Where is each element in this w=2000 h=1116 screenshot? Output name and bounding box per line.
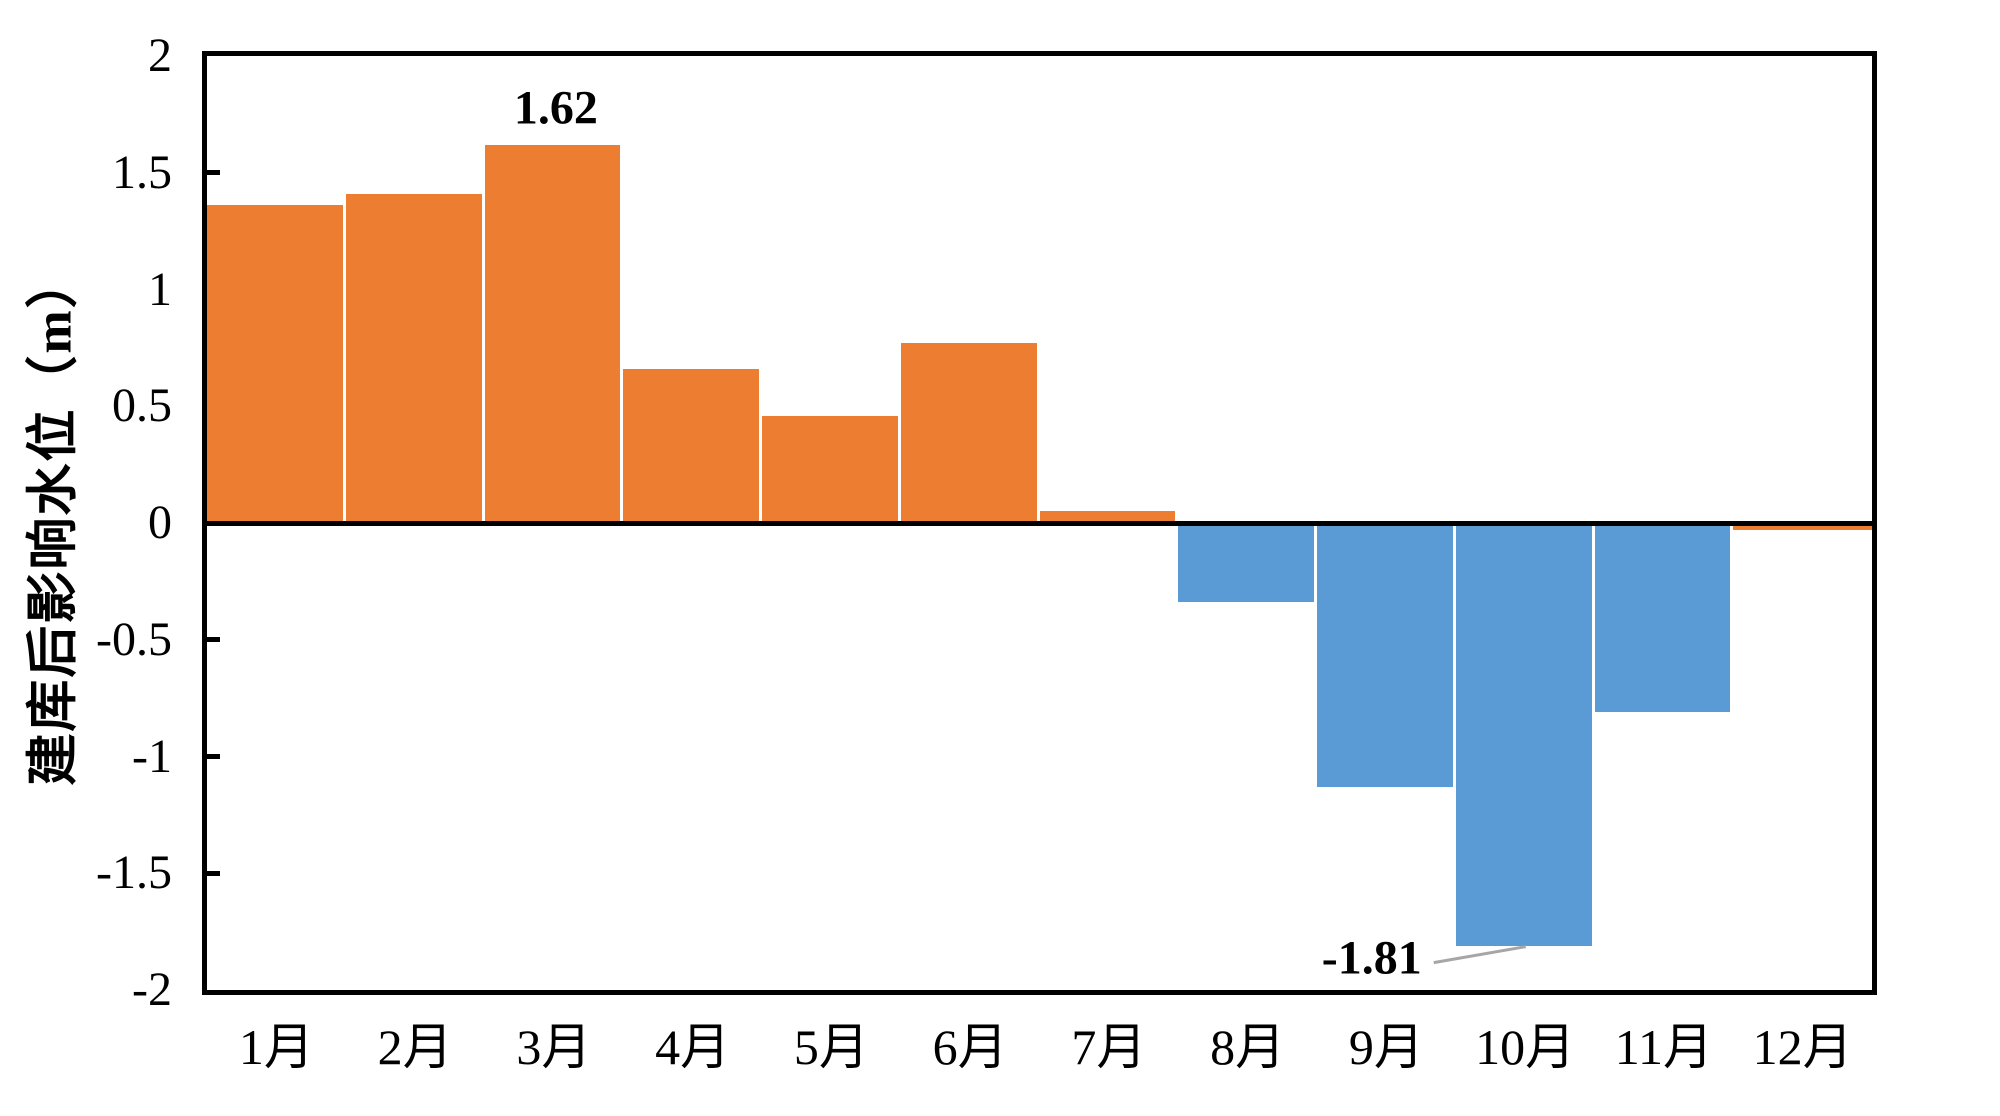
data-label-3月: 1.62 [513, 81, 598, 135]
bar-8月 [1178, 523, 1314, 603]
data-label-10月: -1.81 [1321, 931, 1422, 985]
bar-2月 [345, 193, 482, 523]
bar-7月 [1039, 511, 1176, 523]
bar-1月 [207, 205, 343, 523]
zero-axis-line [207, 521, 1872, 526]
y-tick-label: 1 [148, 262, 172, 316]
bar-12月 [1733, 523, 1872, 530]
x-label-6月: 6月 [932, 1019, 1008, 1075]
x-label-7月: 7月 [1071, 1019, 1147, 1075]
x-label-12月: 12月 [1752, 1019, 1853, 1075]
plot-area-border [202, 51, 1877, 995]
x-label-8月: 8月 [1210, 1019, 1286, 1075]
y-tick-label: 0 [148, 496, 172, 549]
bar-9月 [1317, 523, 1453, 787]
bar-3月 [484, 144, 621, 523]
bar-4月 [623, 368, 759, 523]
y-tick-label: -2 [132, 963, 172, 1016]
y-tick-label: 1.5 [112, 145, 172, 199]
bar-11月 [1594, 523, 1731, 713]
y-tick-label: -1 [132, 729, 172, 783]
y-tick-mark [207, 170, 220, 176]
x-label-9月: 9月 [1348, 1019, 1424, 1075]
y-tick-label: -1.5 [96, 846, 172, 900]
y-tick-label: 0.5 [112, 379, 172, 433]
x-label-10月: 10月 [1475, 1019, 1576, 1075]
x-label-3月: 3月 [516, 1019, 592, 1075]
y-tick-label: 2 [148, 29, 172, 82]
x-label-1月: 1月 [238, 1019, 314, 1075]
y-tick-mark [207, 637, 220, 643]
y-tick-label: -0.5 [96, 612, 172, 666]
x-label-5月: 5月 [793, 1019, 869, 1075]
y-tick-mark [207, 754, 220, 759]
bar-10月 [1455, 523, 1592, 946]
x-label-11月: 11月 [1614, 1019, 1713, 1075]
y-tick-mark [207, 870, 220, 876]
bar-6月 [900, 343, 1037, 523]
x-label-2月: 2月 [377, 1019, 453, 1075]
x-label-4月: 4月 [655, 1019, 731, 1075]
bar-5月 [762, 415, 898, 523]
